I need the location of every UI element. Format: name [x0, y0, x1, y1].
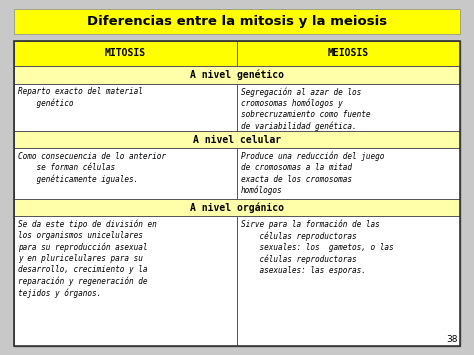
Text: A nivel orgánico: A nivel orgánico: [190, 202, 284, 213]
Bar: [237, 41, 460, 66]
Text: MITOSIS: MITOSIS: [105, 49, 146, 59]
Text: Sirve para la formación de las
    células reproductoras
    sexuales: los  game: Sirve para la formación de las células r…: [241, 220, 393, 275]
Bar: [14, 148, 237, 199]
Bar: [14, 9, 460, 34]
Bar: [14, 131, 460, 148]
Text: A nivel genético: A nivel genético: [190, 70, 284, 80]
Text: Reparto exacto del material
    genético: Reparto exacto del material genético: [18, 87, 143, 108]
Text: Como consecuencia de lo anterior
    se forman células
    genéticamente iguales: Como consecuencia de lo anterior se form…: [18, 152, 166, 184]
Text: Se da este tipo de división en
los organismos unicelulares
para su reproducción : Se da este tipo de división en los organ…: [18, 220, 157, 297]
Bar: [14, 83, 237, 131]
Bar: [14, 41, 460, 346]
Text: Produce una reducción del juego
de cromosomas a la mitad
exacta de los cromosoma: Produce una reducción del juego de cromo…: [241, 152, 384, 195]
Bar: [14, 41, 237, 66]
Bar: [14, 216, 237, 346]
Bar: [14, 66, 460, 83]
Bar: [237, 216, 460, 346]
Text: 38: 38: [446, 335, 457, 344]
Bar: [14, 199, 460, 216]
Text: MEIOSIS: MEIOSIS: [328, 49, 369, 59]
Bar: [14, 41, 460, 346]
Text: Segregación al azar de los
cromosomas homólogos y
sobrecruzamiento como fuente
d: Segregación al azar de los cromosomas ho…: [241, 87, 370, 131]
Text: Diferencias entre la mitosis y la meiosis: Diferencias entre la mitosis y la meiosi…: [87, 15, 387, 28]
Bar: [237, 83, 460, 131]
Text: A nivel celular: A nivel celular: [193, 135, 281, 144]
Bar: [237, 148, 460, 199]
